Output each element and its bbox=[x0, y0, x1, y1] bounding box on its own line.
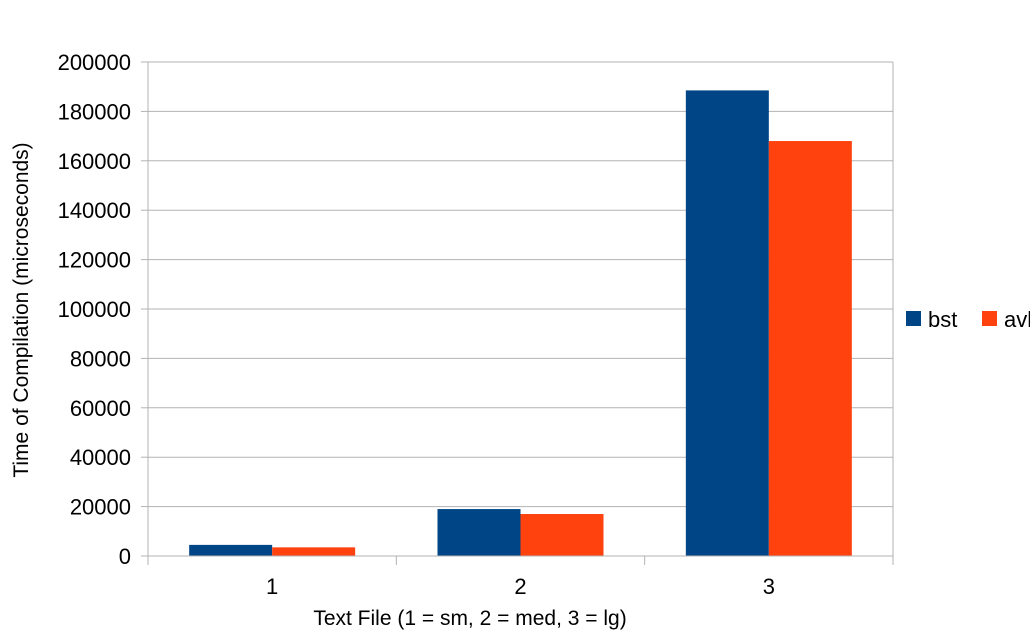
x-tick-label: 1 bbox=[266, 574, 278, 599]
bars bbox=[189, 90, 852, 557]
axes bbox=[147, 62, 894, 565]
legend-swatch-bst bbox=[906, 311, 921, 326]
legend-label-avl: avl bbox=[1004, 307, 1030, 332]
y-tick-label: 0 bbox=[119, 544, 131, 569]
y-axis-title: Time of Compilation (microseconds) bbox=[10, 142, 33, 477]
y-tick-label: 160000 bbox=[58, 149, 131, 174]
bar-bst-2 bbox=[437, 509, 521, 556]
y-tick-labels: 0 20000 40000 60000 80000 100000 120000 140000 1… bbox=[58, 50, 131, 569]
y-tick-label: 100000 bbox=[58, 297, 131, 322]
bar-avl-2 bbox=[520, 514, 604, 556]
y-tick-label: 80000 bbox=[70, 346, 131, 371]
bar-avl-3 bbox=[768, 141, 852, 557]
y-tick-label: 40000 bbox=[70, 445, 131, 470]
x-tick-label: 3 bbox=[763, 574, 775, 599]
y-tick-label: 60000 bbox=[70, 396, 131, 421]
x-tick-labels: 1 2 3 bbox=[266, 574, 775, 599]
legend-label-bst: bst bbox=[928, 307, 957, 332]
legend: bst avl bbox=[906, 307, 1030, 332]
y-tick-label: 20000 bbox=[70, 495, 131, 520]
bar-bst-1 bbox=[189, 544, 273, 556]
y-tick-label: 140000 bbox=[58, 198, 131, 223]
y-tick-label: 200000 bbox=[58, 50, 131, 75]
bar-avl-1 bbox=[272, 547, 356, 556]
y-tick-label: 120000 bbox=[58, 248, 131, 273]
x-axis-title: Text File (1 = sm, 2 = med, 3 = lg) bbox=[313, 607, 626, 630]
x-tick-label: 2 bbox=[514, 574, 526, 599]
legend-swatch-avl bbox=[982, 311, 997, 326]
bar-bst-3 bbox=[685, 90, 769, 556]
y-tick-label: 180000 bbox=[58, 99, 131, 124]
